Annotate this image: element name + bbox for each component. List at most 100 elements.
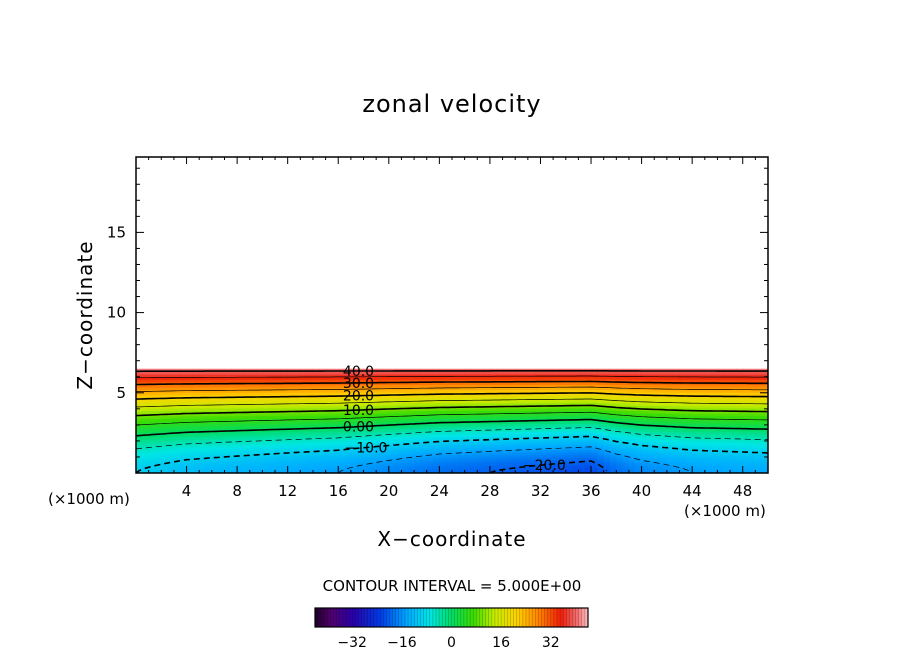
field-cell [218, 452, 226, 456]
field-cell [660, 457, 668, 461]
field-cell [692, 433, 700, 438]
field-cell [704, 415, 712, 419]
field-cell [167, 379, 175, 383]
field-cell [243, 436, 251, 440]
field-cell [148, 449, 156, 453]
field-cell [211, 436, 219, 440]
field-cell [578, 415, 586, 419]
field-cell [344, 397, 352, 401]
field-cell [470, 457, 478, 461]
field-cell [635, 465, 643, 469]
field-cell [154, 446, 162, 451]
field-cell [161, 439, 169, 443]
field-cell [755, 386, 763, 391]
field-cell [553, 426, 561, 430]
field-cell [230, 431, 238, 435]
field-cell [666, 418, 674, 422]
field-cell [572, 405, 579, 409]
field-cell [660, 444, 668, 448]
field-cell [597, 386, 605, 391]
field-cell [603, 400, 611, 404]
field-cell [344, 459, 352, 464]
field-cell [161, 420, 169, 425]
field-cell [376, 433, 384, 438]
field-cell [205, 402, 213, 406]
field-cell [698, 413, 706, 417]
field-cell [464, 407, 472, 412]
field-cell [325, 470, 333, 473]
field-cell [420, 384, 428, 388]
field-cell [262, 446, 270, 451]
field-cell [717, 465, 725, 469]
field-cell [521, 470, 529, 473]
field-cell [426, 407, 434, 412]
field-cell [344, 407, 352, 412]
colorbar-cell [321, 608, 325, 627]
field-cell [578, 405, 586, 409]
field-cell [736, 420, 744, 425]
field-cell [749, 452, 756, 456]
field-cell [458, 431, 466, 435]
field-cell [635, 413, 643, 417]
field-cell [591, 376, 598, 380]
field-cell [553, 433, 561, 438]
field-cell [736, 465, 744, 469]
field-cell [635, 444, 643, 448]
field-cell [180, 415, 188, 419]
field-cell [559, 410, 567, 414]
field-cell [218, 441, 226, 445]
field-cell [622, 394, 630, 399]
field-cell [515, 439, 523, 443]
field-cell [350, 449, 358, 453]
field-cell [218, 426, 226, 430]
field-cell [256, 465, 263, 469]
field-cell [344, 449, 352, 453]
field-cell [192, 400, 200, 404]
field-cell [635, 426, 643, 430]
field-cell [199, 368, 207, 372]
field-cell [540, 373, 548, 378]
field-cell [654, 454, 662, 458]
field-cell [546, 459, 554, 464]
field-cell [136, 465, 143, 469]
field-cell [597, 441, 605, 445]
field-cell [565, 441, 573, 445]
field-cell [452, 384, 459, 388]
field-cell [679, 428, 687, 432]
field-cell [161, 470, 169, 473]
field-cell [711, 415, 719, 419]
field-cell [287, 371, 295, 375]
field-cell [224, 452, 232, 456]
field-cell [641, 436, 649, 440]
field-cell [325, 454, 333, 458]
field-cell [218, 384, 226, 388]
field-cell [167, 397, 175, 401]
field-cell [559, 462, 567, 466]
field-cell [211, 423, 219, 427]
field-cell [610, 389, 617, 393]
field-cell [470, 397, 478, 401]
field-cell [508, 433, 516, 438]
field-cell [407, 376, 415, 380]
field-cell [262, 470, 270, 473]
field-cell [281, 413, 289, 417]
field-cell [420, 407, 428, 412]
field-cell [363, 397, 371, 401]
field-cell [382, 465, 390, 469]
field-cell [489, 449, 497, 453]
field-cell [173, 397, 181, 401]
field-cell [211, 397, 219, 401]
field-cell [622, 410, 630, 414]
field-cell [527, 402, 535, 406]
field-cell [388, 418, 396, 422]
field-cell [199, 454, 207, 458]
field-cell [256, 397, 263, 401]
field-cell [628, 381, 636, 385]
field-cell [749, 449, 756, 453]
field-cell [167, 373, 175, 378]
field-cell [407, 402, 415, 406]
field-cell [527, 373, 535, 378]
field-cell [331, 420, 339, 425]
field-cell [673, 389, 681, 393]
field-cell [584, 407, 592, 412]
